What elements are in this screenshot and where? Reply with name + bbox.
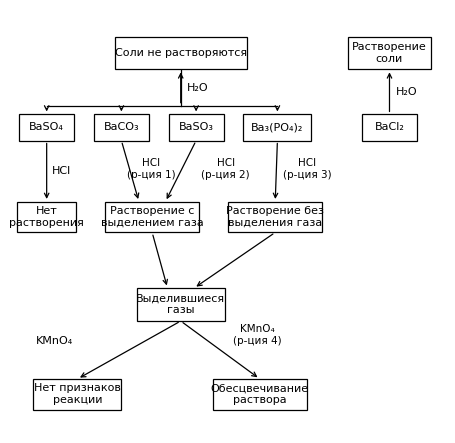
Text: Растворение с
выделением газа: Растворение с выделением газа bbox=[101, 206, 203, 228]
FancyBboxPatch shape bbox=[243, 114, 311, 140]
FancyBboxPatch shape bbox=[115, 37, 246, 70]
Text: HCl
(р-ция 3): HCl (р-ция 3) bbox=[282, 158, 331, 180]
Text: BaCO₃: BaCO₃ bbox=[103, 122, 139, 132]
Text: Растворение
соли: Растворение соли bbox=[351, 42, 426, 64]
FancyBboxPatch shape bbox=[94, 114, 148, 140]
FancyBboxPatch shape bbox=[212, 379, 306, 410]
Text: KMnO₄
(р-ция 4): KMnO₄ (р-ция 4) bbox=[233, 324, 282, 346]
Text: HCl: HCl bbox=[52, 166, 71, 176]
Text: Растворение без
выделения газа: Растворение без выделения газа bbox=[226, 206, 324, 228]
Text: Ba₃(PO₄)₂: Ba₃(PO₄)₂ bbox=[251, 122, 303, 132]
FancyBboxPatch shape bbox=[347, 37, 430, 70]
FancyBboxPatch shape bbox=[19, 114, 74, 140]
Text: BaCl₂: BaCl₂ bbox=[374, 122, 404, 132]
FancyBboxPatch shape bbox=[17, 202, 76, 233]
Text: BaSO₄: BaSO₄ bbox=[29, 122, 64, 132]
Text: KMnO₄: KMnO₄ bbox=[35, 336, 73, 346]
FancyBboxPatch shape bbox=[228, 202, 322, 233]
Text: H₂O: H₂O bbox=[395, 87, 417, 97]
Text: HCl
(р-ция 2): HCl (р-ция 2) bbox=[201, 158, 249, 180]
Text: Соли не растворяются: Соли не растворяются bbox=[114, 48, 246, 58]
FancyBboxPatch shape bbox=[136, 288, 224, 321]
Text: H₂O: H₂O bbox=[187, 82, 208, 93]
Text: BaSO₃: BaSO₃ bbox=[178, 122, 213, 132]
Text: Нет
растворения: Нет растворения bbox=[9, 206, 84, 228]
Text: Нет признаков
реакции: Нет признаков реакции bbox=[34, 384, 121, 405]
Text: Обесцвечивание
раствора: Обесцвечивание раствора bbox=[210, 384, 308, 405]
FancyBboxPatch shape bbox=[168, 114, 223, 140]
FancyBboxPatch shape bbox=[105, 202, 199, 233]
Text: Выделившиеся
газы: Выделившиеся газы bbox=[136, 294, 225, 315]
FancyBboxPatch shape bbox=[361, 114, 416, 140]
Text: HCl
(р-ция 1): HCl (р-ция 1) bbox=[126, 158, 175, 180]
FancyBboxPatch shape bbox=[33, 379, 121, 410]
